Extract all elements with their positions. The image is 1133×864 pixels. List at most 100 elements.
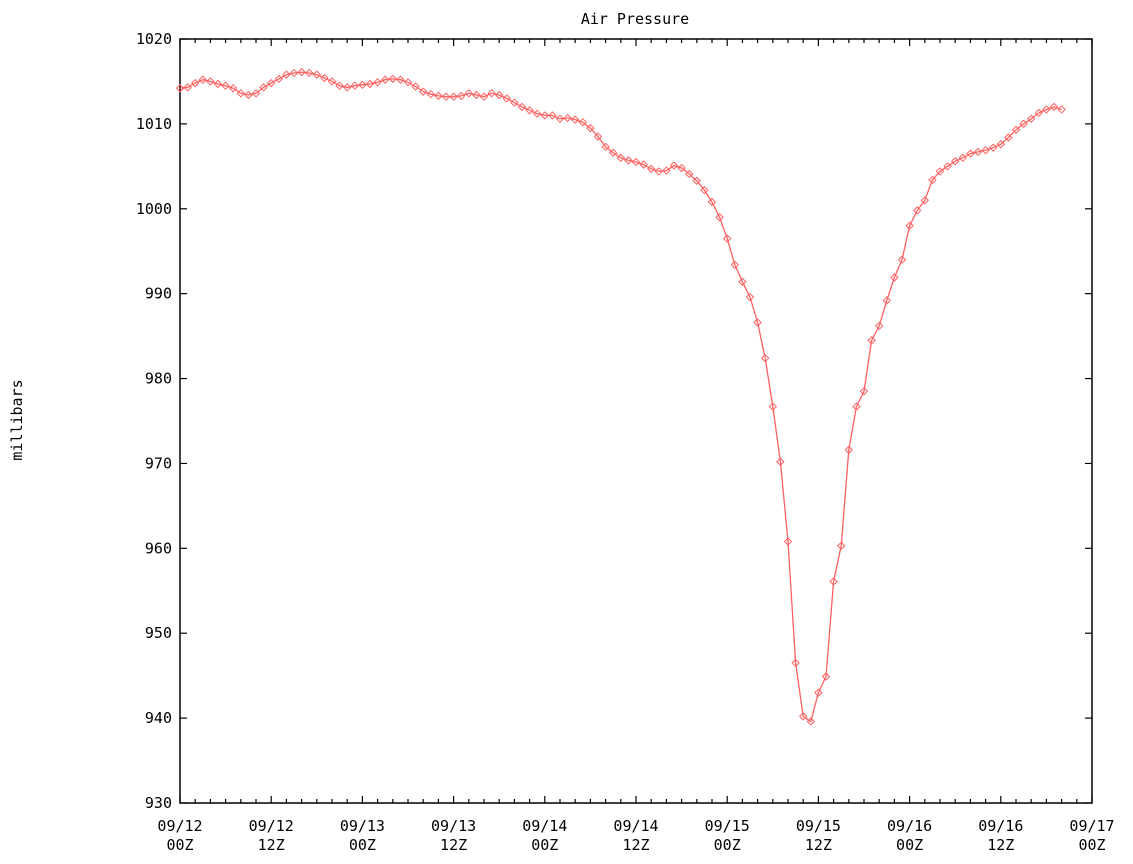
x-tick-time: 12Z: [987, 836, 1014, 854]
chart-title: Air Pressure: [581, 10, 689, 28]
y-tick-label: 940: [145, 709, 172, 727]
pressure-series: [175, 67, 1066, 726]
data-point-marker: [905, 221, 914, 230]
data-point-marker: [350, 81, 360, 90]
data-point-marker: [274, 74, 284, 84]
x-tick-time: 00Z: [166, 836, 193, 854]
x-tick-time: 12Z: [440, 836, 467, 854]
plot-frame: [179, 38, 1093, 804]
data-point-marker: [593, 132, 603, 141]
data-point-marker: [715, 213, 724, 222]
data-point-marker: [1057, 105, 1066, 114]
data-point-marker: [836, 541, 846, 550]
data-point-marker: [525, 106, 534, 115]
data-point-marker: [1004, 133, 1013, 142]
y-tick-label: 950: [145, 624, 172, 642]
data-point-marker: [570, 115, 580, 124]
data-point-marker: [616, 153, 626, 163]
data-point-marker: [692, 176, 702, 185]
x-tick-date: 09/12: [157, 817, 202, 835]
data-point-marker: [966, 149, 975, 158]
data-point-marker: [320, 73, 329, 83]
data-point-marker: [791, 658, 800, 668]
y-tick-label: 930: [145, 794, 172, 812]
data-point-marker: [221, 81, 230, 90]
data-point-marker: [631, 157, 641, 167]
x-tick-date: 09/14: [613, 817, 658, 835]
data-point-marker: [548, 111, 557, 120]
y-tick-label: 1010: [136, 115, 172, 133]
data-point-marker: [411, 82, 420, 91]
data-point-marker: [867, 336, 876, 345]
data-point-marker: [456, 91, 466, 101]
data-point-marker: [555, 114, 565, 124]
data-point-marker: [669, 161, 679, 170]
data-point-marker: [1049, 102, 1059, 112]
data-point-marker: [950, 157, 960, 166]
data-point-marker: [472, 90, 481, 100]
x-tick-time: 12Z: [258, 836, 285, 854]
data-point-marker: [912, 206, 922, 215]
data-point-marker: [586, 123, 595, 133]
data-point-marker: [677, 163, 686, 173]
x-tick-time: 00Z: [1078, 836, 1105, 854]
data-point-marker: [882, 296, 892, 305]
x-tick-time: 00Z: [531, 836, 558, 854]
x-axis-ticks: 09/1200Z09/1212Z09/1300Z09/1312Z09/1400Z…: [157, 39, 1115, 854]
data-point-marker: [266, 78, 276, 88]
data-point-marker: [601, 142, 610, 152]
data-point-marker: [396, 75, 405, 84]
y-tick-label: 960: [145, 539, 172, 557]
data-point-marker: [282, 70, 291, 79]
x-tick-date: 09/12: [249, 817, 294, 835]
data-point-marker: [1011, 125, 1021, 135]
data-point-marker: [829, 577, 838, 586]
data-point-marker: [289, 68, 299, 78]
data-point-marker: [312, 70, 322, 79]
data-point-marker: [722, 234, 732, 243]
data-point-marker: [358, 80, 367, 90]
data-point-marker: [479, 92, 489, 101]
data-point-marker: [707, 197, 717, 207]
data-point-marker: [213, 79, 223, 89]
data-point-marker: [175, 84, 185, 93]
data-point-marker: [996, 140, 1006, 149]
data-point-marker: [943, 162, 952, 171]
x-tick-date: 09/16: [978, 817, 1023, 835]
x-tick-time: 00Z: [349, 836, 376, 854]
x-tick-time: 00Z: [896, 836, 923, 854]
data-point-marker: [654, 167, 664, 176]
y-axis-label: millibars: [8, 379, 26, 460]
data-point-marker: [228, 84, 238, 93]
data-point-marker: [327, 77, 337, 86]
data-point-marker: [335, 81, 344, 90]
data-point-marker: [745, 292, 755, 302]
data-point-marker: [814, 688, 823, 697]
data-point-marker: [760, 353, 770, 363]
data-point-marker: [342, 83, 352, 92]
x-tick-date: 09/17: [1069, 817, 1114, 835]
y-tick-label: 990: [145, 285, 172, 303]
data-point-marker: [464, 89, 474, 98]
x-tick-date: 09/15: [796, 817, 841, 835]
y-tick-label: 1000: [136, 200, 172, 218]
x-tick-time: 00Z: [714, 836, 741, 854]
y-tick-label: 980: [145, 370, 172, 388]
data-point-marker: [373, 78, 382, 87]
data-point-marker: [380, 75, 390, 84]
data-point-marker: [532, 109, 542, 118]
data-point-marker: [1042, 105, 1051, 114]
y-tick-label: 970: [145, 454, 172, 472]
data-point-marker: [783, 537, 793, 546]
data-point-marker: [236, 89, 246, 98]
data-point-marker: [1019, 119, 1028, 129]
pressure-line: [179, 71, 1062, 723]
data-point-marker: [624, 156, 633, 165]
data-point-marker: [578, 117, 588, 127]
data-point-marker: [494, 90, 504, 100]
data-point-marker: [434, 91, 443, 101]
data-point-marker: [753, 318, 762, 327]
data-point-marker: [730, 260, 740, 270]
data-point-marker: [935, 167, 945, 176]
